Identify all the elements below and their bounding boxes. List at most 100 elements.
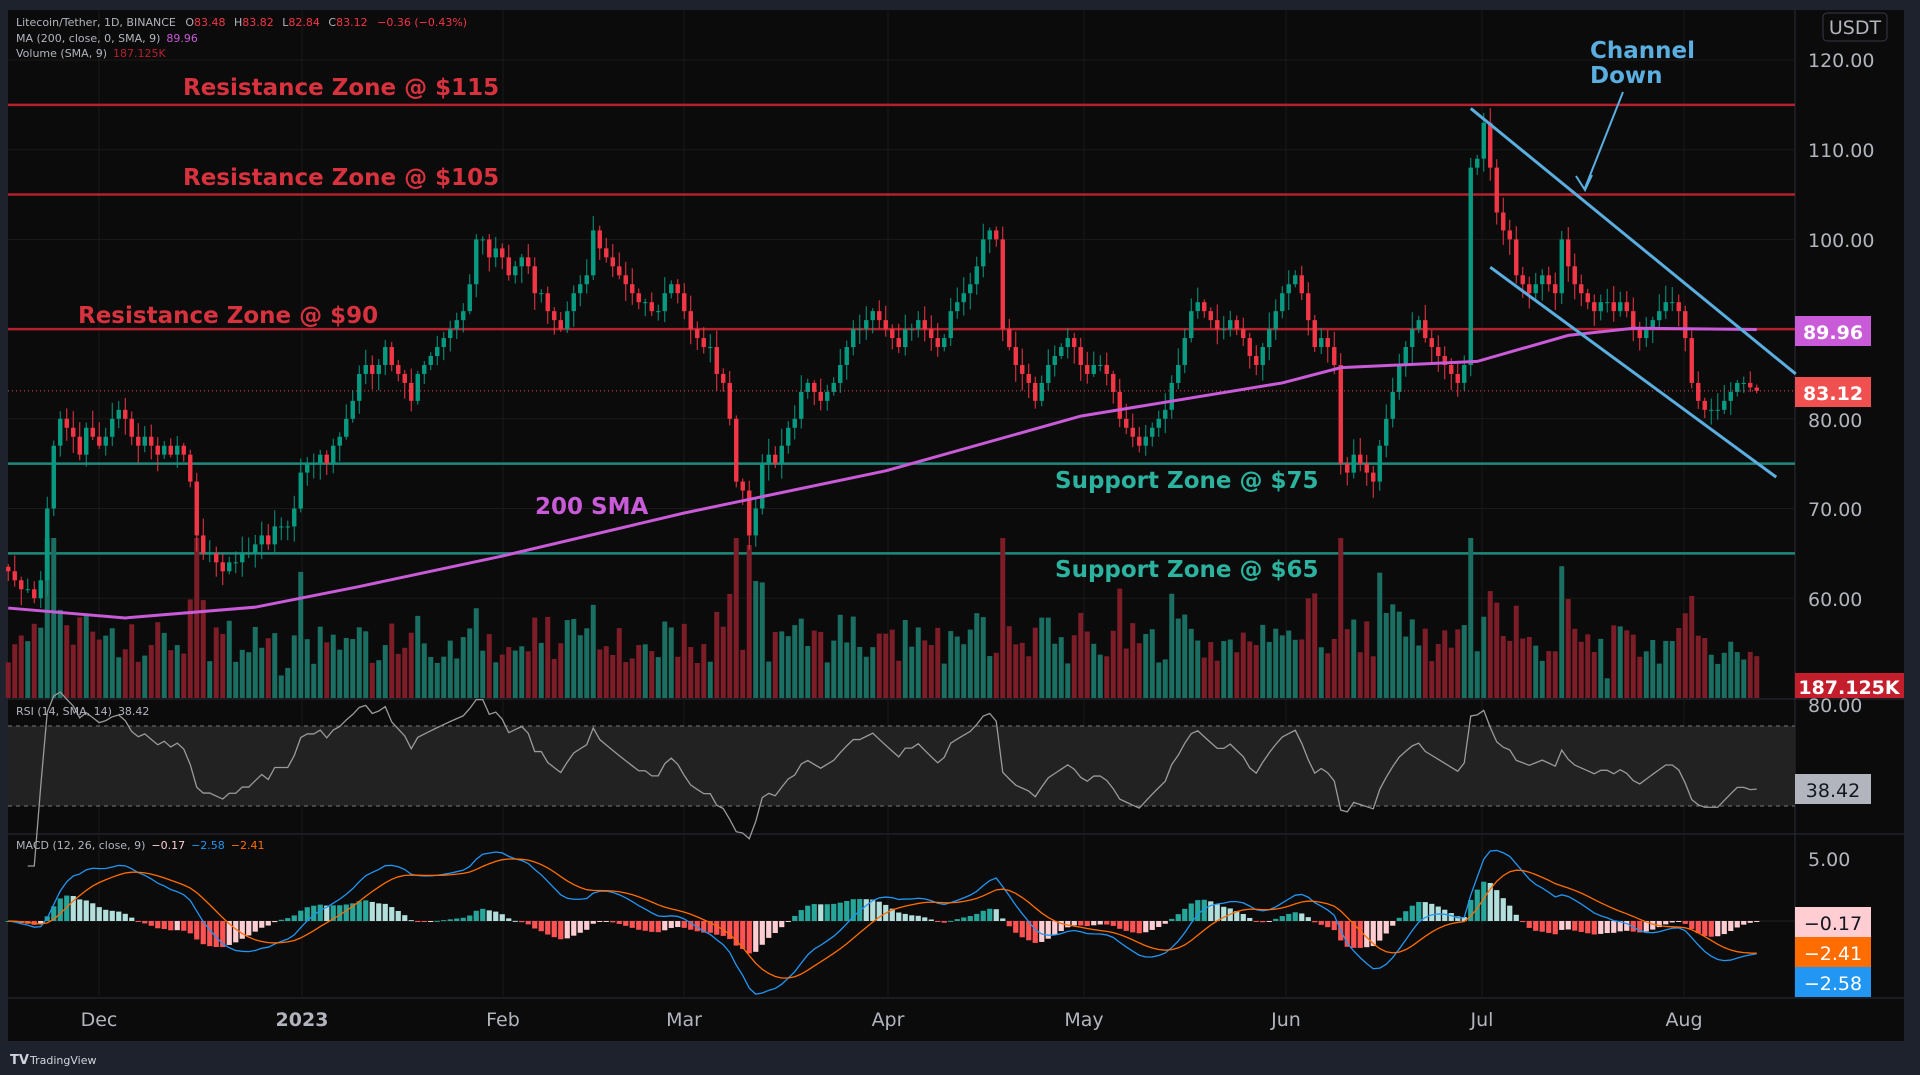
candle-body: [766, 454, 771, 464]
volume-bar: [1000, 538, 1006, 698]
volume-bar: [1682, 613, 1688, 698]
volume-bar: [1604, 678, 1610, 698]
macd-histogram-bar: [389, 907, 395, 921]
price-axis[interactable]: 120.00 110.00 100.00 80.00 70.00 60.00: [1808, 50, 1874, 611]
volume-bar: [298, 571, 304, 698]
candle-body: [922, 320, 927, 330]
macd-histogram-bar: [350, 903, 356, 921]
macd-histogram-bar: [1214, 904, 1220, 921]
ma-label: MA (200, close, 0, SMA, 9): [16, 32, 160, 45]
price-tick: 110.00: [1808, 140, 1874, 162]
macd-histogram-bar: [1201, 899, 1207, 921]
macd-histogram-bar: [902, 913, 908, 921]
candle-body: [1663, 302, 1668, 312]
candle-body: [539, 293, 544, 295]
macd-histogram-bar: [753, 921, 759, 952]
volume-bar: [1156, 662, 1162, 698]
macd-histogram-bar: [909, 915, 915, 921]
macd-histogram-bar: [324, 905, 330, 921]
candle-body: [155, 445, 160, 455]
macd-histogram-bar: [876, 901, 882, 921]
time-axis[interactable]: Dec 2023 Feb Mar Apr May Jun Jul Aug: [81, 1009, 1703, 1031]
macd-histogram-bar: [967, 915, 973, 921]
volume-bar: [1253, 645, 1259, 698]
volume-bar: [1494, 602, 1500, 698]
tradingview-logo-icon[interactable]: TV: [10, 1053, 29, 1068]
overlays[interactable]: [8, 107, 1797, 620]
volume-bar: [421, 643, 427, 698]
volume-bar: [1728, 641, 1734, 698]
candle-body: [480, 239, 485, 241]
candle-body: [201, 535, 206, 554]
time-tick: 2023: [276, 1009, 329, 1031]
volume-bar: [909, 646, 915, 698]
macd-histogram-bar: [252, 921, 258, 932]
volume-bar: [1377, 572, 1383, 698]
volume-bar: [5, 662, 11, 698]
candle-body: [558, 320, 563, 330]
volume-bar: [1702, 638, 1708, 698]
macd-histogram-bar: [1403, 911, 1409, 921]
candle-body: [110, 418, 115, 437]
macd-histogram-bar: [1487, 882, 1493, 921]
macd-histogram-bar: [1175, 914, 1181, 921]
macd-histogram-bar: [1682, 921, 1688, 924]
candle-body: [1312, 320, 1317, 348]
macd-histogram-bar: [1221, 906, 1227, 921]
volume-bar: [252, 626, 258, 698]
rsi-pane: [27, 691, 1757, 867]
currency-button[interactable]: [1822, 12, 1888, 42]
candle-body: [25, 589, 30, 591]
macd-histogram-bar: [499, 914, 505, 921]
macd-histogram-bar: [1266, 921, 1272, 922]
legend-rsi[interactable]: RSI (14, SMA, 14) 38.42: [16, 705, 149, 718]
candle-body: [324, 454, 329, 464]
candle-body: [1657, 311, 1662, 321]
volume-bar: [1487, 591, 1493, 698]
macd-histogram-bar: [1416, 902, 1422, 921]
candle-body: [1637, 329, 1642, 339]
volume-bar: [213, 627, 219, 698]
volume-bar: [493, 662, 499, 698]
volume-bar: [1130, 623, 1136, 698]
volume-bar: [1279, 635, 1285, 698]
volume-bar: [1006, 626, 1012, 698]
candle-body: [220, 562, 225, 572]
legend-ma[interactable]: MA (200, close, 0, SMA, 9) 89.96: [16, 32, 198, 45]
volume-bar: [161, 632, 167, 698]
macd-histogram-bar: [597, 921, 603, 922]
footer-brand[interactable]: TradingView: [29, 1054, 96, 1067]
volume-bar: [974, 613, 980, 698]
candle-body: [1670, 302, 1675, 304]
volume-bar: [1481, 616, 1487, 698]
volume-bar: [1591, 651, 1597, 698]
channel-label-line2: Down: [1590, 63, 1663, 89]
candle-body: [1644, 329, 1649, 339]
rsi-value: 38.42: [118, 705, 150, 718]
volume-bar: [1630, 634, 1636, 698]
macd-histogram-bar: [538, 921, 544, 932]
legend-macd[interactable]: MACD (12, 26, close, 9) −0.17 −2.58 −2.41: [16, 839, 265, 852]
macd-histogram-bar: [948, 920, 954, 922]
candle-body: [1468, 167, 1473, 365]
volume-bar: [1286, 630, 1292, 698]
footer-bar: [0, 1043, 1920, 1075]
volume-bar: [1474, 651, 1480, 698]
candle-body: [1364, 463, 1369, 473]
macd-histogram-bar: [896, 912, 902, 921]
volume-bar: [1221, 641, 1227, 698]
volume-bar: [1429, 661, 1435, 698]
macd-histogram-bar: [467, 915, 473, 921]
macd-line: [8, 849, 1757, 995]
volume-bar: [18, 635, 24, 698]
candle-body: [1020, 364, 1025, 374]
candle-body: [636, 293, 641, 303]
legend-volume[interactable]: Volume (SMA, 9) 187.125K: [16, 47, 166, 60]
candle-body: [974, 266, 979, 285]
candle-body: [1143, 436, 1148, 446]
volume-bar: [57, 609, 63, 698]
volume-bar: [1715, 663, 1721, 698]
macd-histogram-bar: [850, 899, 856, 921]
macd-histogram-bar: [636, 921, 642, 930]
